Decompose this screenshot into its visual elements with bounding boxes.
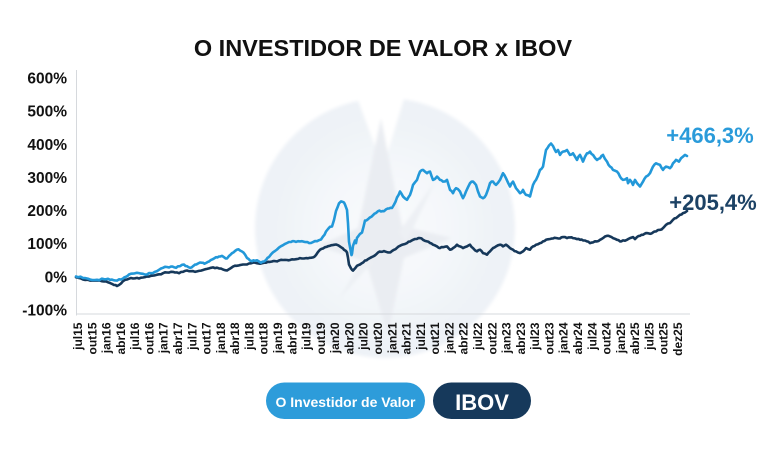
- svg-text:abr18: abr18: [228, 322, 242, 354]
- svg-text:abr25: abr25: [628, 322, 642, 354]
- svg-text:jan24: jan24: [557, 322, 571, 354]
- svg-text:jan25: jan25: [614, 322, 628, 354]
- svg-text:jan16: jan16: [100, 322, 114, 354]
- svg-text:600%: 600%: [27, 71, 67, 88]
- svg-text:100%: 100%: [27, 236, 67, 253]
- svg-text:out21: out21: [428, 322, 442, 354]
- svg-text:jul19: jul19: [300, 322, 314, 351]
- svg-text:+466,3%: +466,3%: [666, 123, 753, 148]
- svg-text:out25: out25: [657, 322, 671, 354]
- svg-text:jul15: jul15: [71, 322, 85, 351]
- svg-text:jul22: jul22: [471, 322, 485, 351]
- svg-text:300%: 300%: [27, 170, 67, 187]
- svg-text:400%: 400%: [27, 137, 67, 154]
- svg-text:out24: out24: [600, 322, 614, 354]
- svg-text:abr22: abr22: [457, 322, 471, 354]
- svg-text:jan23: jan23: [500, 322, 514, 354]
- svg-text:out23: out23: [542, 322, 556, 354]
- svg-text:out20: out20: [371, 322, 385, 354]
- svg-text:jan21: jan21: [385, 322, 399, 354]
- svg-text:jan18: jan18: [214, 322, 228, 354]
- svg-text:abr21: abr21: [400, 322, 414, 354]
- svg-text:jul18: jul18: [242, 322, 256, 351]
- svg-text:abr16: abr16: [114, 322, 128, 354]
- svg-text:O INVESTIDOR DE VALOR x IBOV: O INVESTIDOR DE VALOR x IBOV: [194, 35, 573, 61]
- svg-text:jul23: jul23: [528, 322, 542, 351]
- svg-text:+205,4%: +205,4%: [669, 190, 756, 215]
- svg-text:dez25: dez25: [671, 322, 685, 356]
- svg-text:abr23: abr23: [514, 322, 528, 354]
- svg-text:0%: 0%: [45, 269, 68, 286]
- svg-text:out19: out19: [314, 322, 328, 354]
- svg-text:jul17: jul17: [185, 322, 199, 351]
- svg-text:500%: 500%: [27, 104, 67, 121]
- svg-text:out15: out15: [85, 322, 99, 354]
- svg-text:jan20: jan20: [328, 322, 342, 354]
- svg-text:jan19: jan19: [271, 322, 285, 354]
- svg-text:jul20: jul20: [357, 322, 371, 351]
- svg-text:out17: out17: [200, 322, 214, 354]
- svg-text:jan22: jan22: [442, 322, 456, 354]
- svg-text:jul24: jul24: [585, 322, 599, 351]
- svg-text:jul16: jul16: [128, 322, 142, 351]
- svg-text:out16: out16: [142, 322, 156, 354]
- svg-text:abr19: abr19: [285, 322, 299, 354]
- svg-text:abr17: abr17: [171, 322, 185, 354]
- svg-text:IBOV: IBOV: [455, 390, 509, 415]
- svg-text:out18: out18: [257, 322, 271, 354]
- svg-text:abr24: abr24: [571, 322, 585, 354]
- svg-text:jan17: jan17: [157, 322, 171, 354]
- svg-text:O Investidor de Valor: O Investidor de Valor: [275, 394, 416, 410]
- svg-text:-100%: -100%: [22, 303, 67, 320]
- svg-text:abr20: abr20: [342, 322, 356, 354]
- svg-text:out22: out22: [485, 322, 499, 354]
- svg-text:jul25: jul25: [642, 322, 656, 351]
- svg-text:200%: 200%: [27, 203, 67, 220]
- svg-text:jul21: jul21: [414, 322, 428, 351]
